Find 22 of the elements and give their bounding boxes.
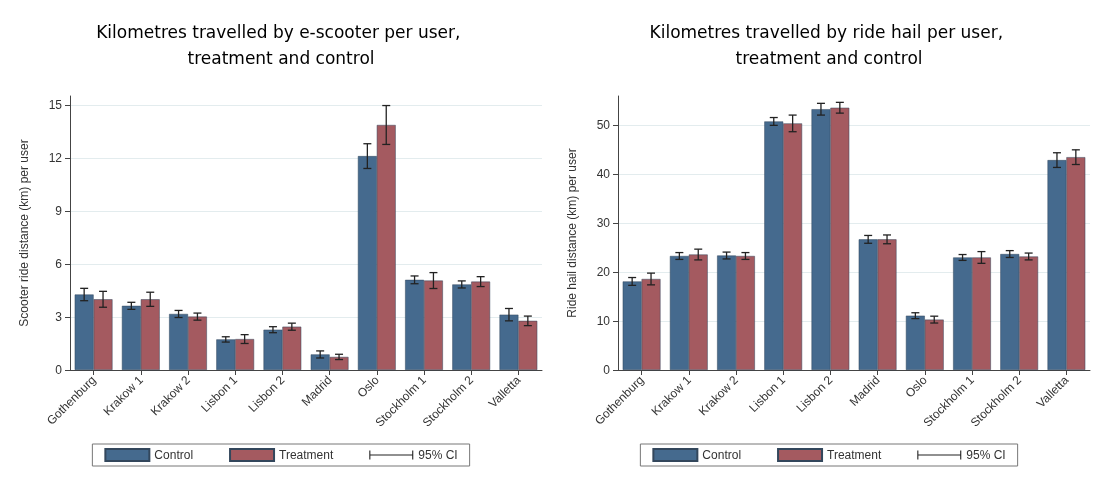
y-tick-label: 50 xyxy=(596,118,611,133)
text: 95% CI xyxy=(966,448,1006,462)
y-tick-label: 20 xyxy=(596,265,611,280)
y-tick-label: 0 xyxy=(603,363,611,377)
y-tick-label: 10 xyxy=(596,314,611,329)
y-tick-label: 6 xyxy=(55,256,63,271)
y-tick-label: 12 xyxy=(48,150,63,165)
y-axis-title: Scooter ride distance (km) per user xyxy=(17,139,31,327)
legend-label: Treatment xyxy=(279,448,334,462)
y-tick-label: 30 xyxy=(596,216,611,231)
y-tick-label: 40 xyxy=(596,167,611,182)
y-tick-label: 3 xyxy=(55,309,63,324)
legend-label: Treatment xyxy=(827,448,882,462)
text: 95% CI xyxy=(418,448,458,462)
chart-title: Kilometres travelled by ride hail per user, treatment and control xyxy=(649,22,1009,68)
chart-title: Kilometres travelled by e-scooter per user, treatment and control xyxy=(96,22,466,68)
legend-label: Control xyxy=(154,448,194,462)
y-tick-label: 15 xyxy=(48,97,63,112)
y-tick-label: 9 xyxy=(55,203,63,218)
y-axis-title: Ride hail distance (km) per user xyxy=(565,148,579,318)
y-tick-label: 0 xyxy=(55,363,63,377)
legend-label: Control xyxy=(702,448,742,462)
